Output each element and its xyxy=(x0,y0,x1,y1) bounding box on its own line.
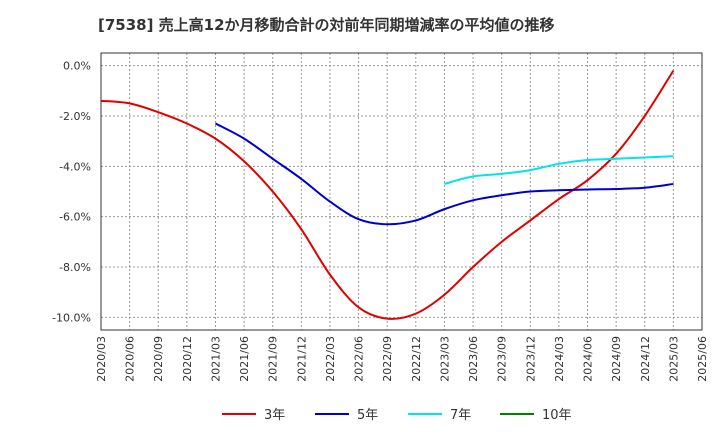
legend-label-2: 7年 xyxy=(450,408,471,423)
x-tick-label: 2024/03 xyxy=(553,336,566,382)
y-tick-label: -6.0% xyxy=(59,211,91,224)
legend-label-0: 3年 xyxy=(264,408,285,423)
y-tick-label: -10.0% xyxy=(52,311,91,324)
chart-title: [7538] 売上高12か月移動合計の対前年同期増減率の平均値の推移 xyxy=(98,16,555,34)
x-tick-label: 2022/09 xyxy=(381,336,394,382)
x-tick-label: 2025/06 xyxy=(696,336,709,382)
x-tick-label: 2024/09 xyxy=(610,336,623,382)
y-tick-label: -2.0% xyxy=(59,110,91,123)
x-tick-label: 2020/03 xyxy=(95,336,108,382)
x-tick-label: 2020/06 xyxy=(124,336,137,382)
x-tick-label: 2020/09 xyxy=(152,336,165,382)
x-tick-label: 2021/09 xyxy=(267,336,280,382)
x-tick-label: 2023/12 xyxy=(524,336,537,382)
series-line-0 xyxy=(100,70,675,320)
x-tick-label: 2020/12 xyxy=(181,336,194,382)
y-tick-label: -4.0% xyxy=(59,160,91,173)
x-tick-label: 2021/12 xyxy=(295,336,308,382)
y-tick-label: -8.0% xyxy=(59,261,91,274)
series-line-1 xyxy=(215,122,674,226)
x-tick-label: 2021/06 xyxy=(238,336,251,382)
x-tick-label: 2023/06 xyxy=(467,336,480,382)
x-tick-label: 2025/03 xyxy=(667,336,680,382)
plot-area xyxy=(101,53,702,330)
x-tick-label: 2022/12 xyxy=(410,336,423,382)
series-line-2 xyxy=(444,155,674,185)
x-tick-label: 2023/03 xyxy=(438,336,451,382)
x-tick-label: 2023/09 xyxy=(496,336,509,382)
x-tick-label: 2022/06 xyxy=(353,336,366,382)
legend-label-3: 10年 xyxy=(542,408,572,423)
legend-label-1: 5年 xyxy=(357,408,378,423)
y-tick-label: 0.0% xyxy=(63,60,91,73)
x-tick-label: 2024/12 xyxy=(639,336,652,382)
x-tick-label: 2022/03 xyxy=(324,336,337,382)
x-tick-label: 2021/03 xyxy=(209,336,222,382)
plot-border xyxy=(100,52,703,331)
x-tick-label: 2024/06 xyxy=(582,336,595,382)
